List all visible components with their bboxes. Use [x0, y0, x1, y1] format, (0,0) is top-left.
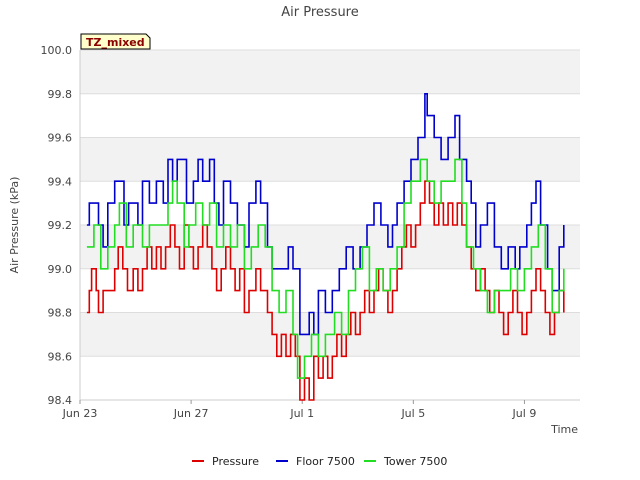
y-tick-label: 99.4: [48, 175, 73, 188]
y-tick-label: 98.4: [48, 394, 73, 407]
badge-box: [80, 33, 151, 50]
y-tick-label: 99.2: [48, 219, 73, 232]
x-axis-label: Time: [550, 423, 578, 436]
y-tick-label: 99.0: [48, 263, 73, 276]
legend-label: Floor 7500: [296, 455, 355, 468]
legend: Pressure Floor 7500 Tower 7500: [192, 455, 447, 468]
series-line-tower-7500: [86, 158, 565, 379]
x-tick-label: Jul 5: [400, 407, 425, 420]
badge-text: TZ_mixed: [86, 36, 145, 49]
x-tick-label: Jul 1: [289, 407, 314, 420]
x-axis-ticks: Jun 23 Jun 27 Jul 1 Jul 5 Jul 9: [62, 400, 537, 420]
legend-label: Pressure: [212, 455, 259, 468]
tz-badge: TZ_mixed: [80, 33, 151, 50]
y-tick-label: 98.8: [48, 307, 73, 320]
series-line-floor-7500: [86, 93, 565, 336]
y-axis-ticks: 98.4 98.6 98.8 99.0 99.2 99.4 99.6 99.8 100.0: [41, 44, 73, 407]
y-tick-label: 98.6: [48, 350, 73, 363]
legend-label: Tower 7500: [383, 455, 447, 468]
chart-title: Air Pressure: [281, 5, 359, 20]
x-tick-label: Jun 23: [62, 407, 98, 420]
x-tick-label: Jun 27: [173, 407, 209, 420]
series-lines: [86, 93, 565, 401]
y-tick-label: 99.8: [48, 88, 73, 101]
grid-band: [80, 137, 580, 182]
series-line-pressure: [86, 180, 565, 401]
grid-band: [80, 50, 580, 94]
y-tick-label: 100.0: [41, 44, 73, 57]
y-axis-label: Air Pressure (kPa): [8, 177, 21, 274]
grid-band: [80, 225, 580, 269]
y-tick-label: 99.6: [48, 132, 73, 145]
x-tick-label: Jul 9: [512, 407, 537, 420]
